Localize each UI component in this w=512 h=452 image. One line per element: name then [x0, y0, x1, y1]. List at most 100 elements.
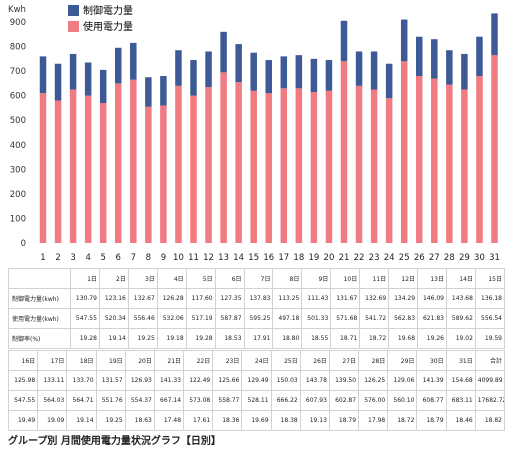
x-category-label: 1 [40, 253, 45, 263]
table-cell: 517.19 [185, 308, 216, 329]
bar-usage [99, 103, 107, 244]
x-category-label: 23 [369, 253, 380, 263]
table-cell: 19.68 [388, 328, 419, 349]
table-header-cell: 8日 [272, 268, 303, 289]
x-category-label: 31 [489, 253, 500, 263]
y-tick-label: 500 [10, 116, 26, 126]
y-tick-label: 200 [10, 190, 26, 200]
table-header-cell: 6日 [214, 268, 245, 289]
bar-usage [220, 72, 227, 243]
table-cell: 制御電力量(kwh) [8, 288, 71, 309]
table-cell: 129.06 [387, 370, 418, 391]
bar-usage [355, 85, 363, 243]
table-row: 547.55 564.03 564.71 551.76 554.37 667.14 573.… [7, 390, 506, 411]
table-header-cell: 29日 [387, 350, 418, 371]
bar-usage [190, 95, 197, 244]
table-cell: 19.59 [474, 328, 506, 349]
table-cell: 126.28 [156, 288, 187, 309]
table-header-cell: 31日 [445, 350, 476, 371]
bar-control [461, 53, 468, 90]
table-cell: 18.80 [272, 328, 303, 349]
table-cell: 573.08 [183, 390, 214, 411]
table-header-cell: 15日 [474, 268, 506, 289]
x-category-label: 20 [324, 253, 335, 263]
table-cell: 113.25 [272, 288, 303, 309]
table-cell: 587.87 [214, 308, 245, 329]
chart-legend: 制御電力量 使用電力量 [68, 4, 133, 33]
table-cell: 19.25 [127, 328, 158, 349]
table-cell: 528.11 [241, 390, 272, 411]
table-cell: 666.22 [270, 390, 301, 411]
table-row: 制御率(%) 19.28 19.14 19.25 19.18 19.28 18.53 17.9… [8, 328, 506, 349]
table-cell: 19.69 [241, 410, 272, 431]
bar-control [99, 69, 107, 104]
y-tick-label: 400 [10, 141, 26, 151]
x-category-label: 17 [278, 253, 289, 263]
table-cell: 18.55 [301, 328, 332, 349]
table-cell: 132.69 [359, 288, 390, 309]
table-cell: 使用電力量(kwh) [8, 308, 71, 329]
table-cell: 18.72 [359, 328, 390, 349]
table-cell: 139.50 [328, 370, 360, 391]
table-header-cell: 30日 [416, 350, 447, 371]
bar-usage [130, 79, 137, 243]
table-header-cell: 10日 [330, 268, 361, 289]
daily-table-2: 16日 17日 18日 19日 20日 21日 22日 23日 24日 25日 26日 27日 28日 2… [7, 350, 506, 431]
bar-control [491, 13, 498, 56]
table-cell: 146.09 [417, 288, 447, 309]
y-tick-label: 700 [10, 67, 26, 77]
bar-control [220, 31, 227, 73]
table-cell: 556.46 [127, 308, 158, 329]
x-category-label: 14 [233, 253, 244, 263]
table-cell: 122.49 [183, 370, 214, 391]
table-header-cell: 12日 [388, 268, 419, 289]
table-cell: 576.00 [358, 390, 389, 411]
bar-control [175, 50, 182, 86]
table-cell: 143.78 [299, 370, 330, 391]
y-tick-label: 0 [21, 239, 26, 249]
y-tick-label: 300 [10, 165, 26, 175]
bar-control [115, 47, 122, 84]
table-cell: 589.62 [445, 308, 476, 329]
table-header-cell: 9日 [301, 268, 332, 289]
bar-control [250, 52, 257, 91]
bar-control [84, 62, 92, 96]
table-header-cell: 16日 [7, 350, 39, 371]
bar-usage [280, 88, 288, 243]
stacked-bar-chart: 制御電力量 使用電力量 Kwh 010020030040050060070080… [8, 4, 500, 263]
bar-control [295, 55, 303, 89]
table-cell: 19.28 [185, 328, 216, 349]
x-category-label: 7 [131, 253, 136, 263]
table-cell: 4099.89 [474, 370, 506, 391]
table-header-cell: 21日 [153, 350, 185, 371]
table-cell: 501.33 [301, 308, 332, 329]
table-cell: 125.66 [212, 370, 243, 391]
table-row: 19.49 19.09 19.14 19.25 18.63 17.48 17.61 18.36… [7, 410, 506, 431]
x-axis-categories: 1 2 3 4 5 6 7 8 9 10 11 12 13 14 15 16 17 18 19 20 21 22 23 24 2… [40, 253, 500, 263]
table-cell: 18.38 [270, 410, 301, 431]
table-cell: 607.93 [299, 390, 330, 411]
table-cell: 136.18 [474, 288, 506, 309]
table-cell: 19.49 [7, 410, 39, 431]
table-header-cell: 26日 [299, 350, 330, 371]
y-axis-ticks: 0 100 200 300 400 500 600 700 800 900 [10, 18, 26, 249]
bar-usage [325, 90, 333, 243]
x-category-label: 24 [384, 253, 395, 263]
bar-control [355, 51, 363, 86]
x-category-label: 29 [459, 253, 470, 263]
x-category-label: 5 [100, 253, 105, 263]
bar-control [370, 51, 378, 90]
bar-usage [385, 98, 393, 243]
table-cell: 131.57 [95, 370, 126, 391]
bar-control [400, 19, 408, 62]
bar-control [340, 20, 348, 62]
table-header-cell: 7日 [243, 268, 274, 289]
table-cell: 17.98 [358, 410, 389, 431]
table-cell: 126.25 [358, 370, 389, 391]
table-cell: 532.06 [156, 308, 187, 329]
table-cell: 608.77 [416, 390, 447, 411]
table-header-cell [8, 268, 71, 289]
bar-usage [69, 89, 77, 244]
table-cell: 19.28 [70, 328, 100, 349]
x-category-label: 3 [70, 253, 75, 263]
